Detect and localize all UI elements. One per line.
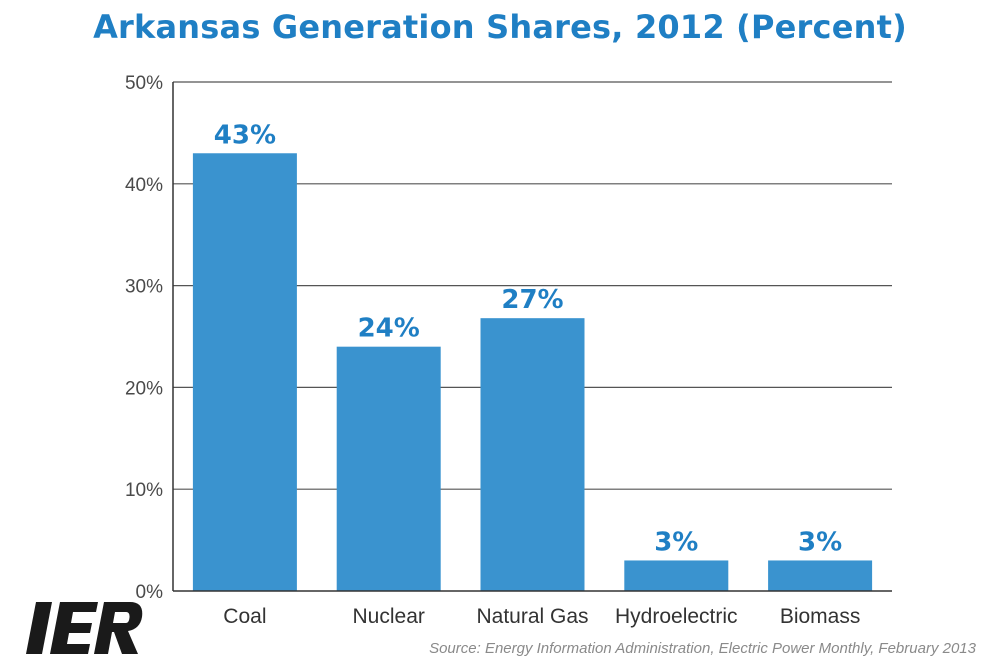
- y-tick-label: 30%: [125, 277, 163, 298]
- y-tick-label: 40%: [125, 175, 163, 196]
- data-label: 3%: [798, 527, 842, 557]
- bar: [480, 318, 585, 591]
- x-tick-label: Coal: [223, 605, 266, 628]
- source-note: Source: Energy Information Administratio…: [429, 640, 976, 657]
- axes: [172, 82, 892, 592]
- data-label: 27%: [501, 285, 563, 315]
- chart-title: Arkansas Generation Shares, 2012 (Percen…: [93, 8, 907, 46]
- bar: [336, 346, 441, 591]
- bar: [192, 153, 297, 591]
- data-label: 3%: [654, 527, 698, 557]
- x-tick-label: Natural Gas: [476, 605, 588, 628]
- y-tick-label: 0%: [136, 582, 164, 603]
- data-label: 43%: [214, 120, 276, 150]
- bars: [192, 153, 873, 591]
- x-tick-label: Nuclear: [353, 605, 425, 628]
- ier-logo: [26, 602, 143, 654]
- x-tick-label: Hydroelectric: [615, 605, 738, 628]
- x-tick-label: Biomass: [780, 605, 861, 628]
- bar: [624, 560, 729, 591]
- data-label: 24%: [358, 314, 420, 344]
- data-labels: 43% 24% 27% 3% 3%: [214, 120, 842, 557]
- bar: [768, 560, 873, 591]
- y-axis-tick-labels: 0% 10% 20% 30% 40% 50%: [125, 73, 163, 603]
- y-tick-label: 50%: [125, 73, 163, 94]
- y-tick-label: 10%: [125, 480, 163, 501]
- y-tick-label: 20%: [125, 378, 163, 399]
- category-labels: Coal Nuclear Natural Gas Hydroelectric Bioma…: [223, 605, 860, 628]
